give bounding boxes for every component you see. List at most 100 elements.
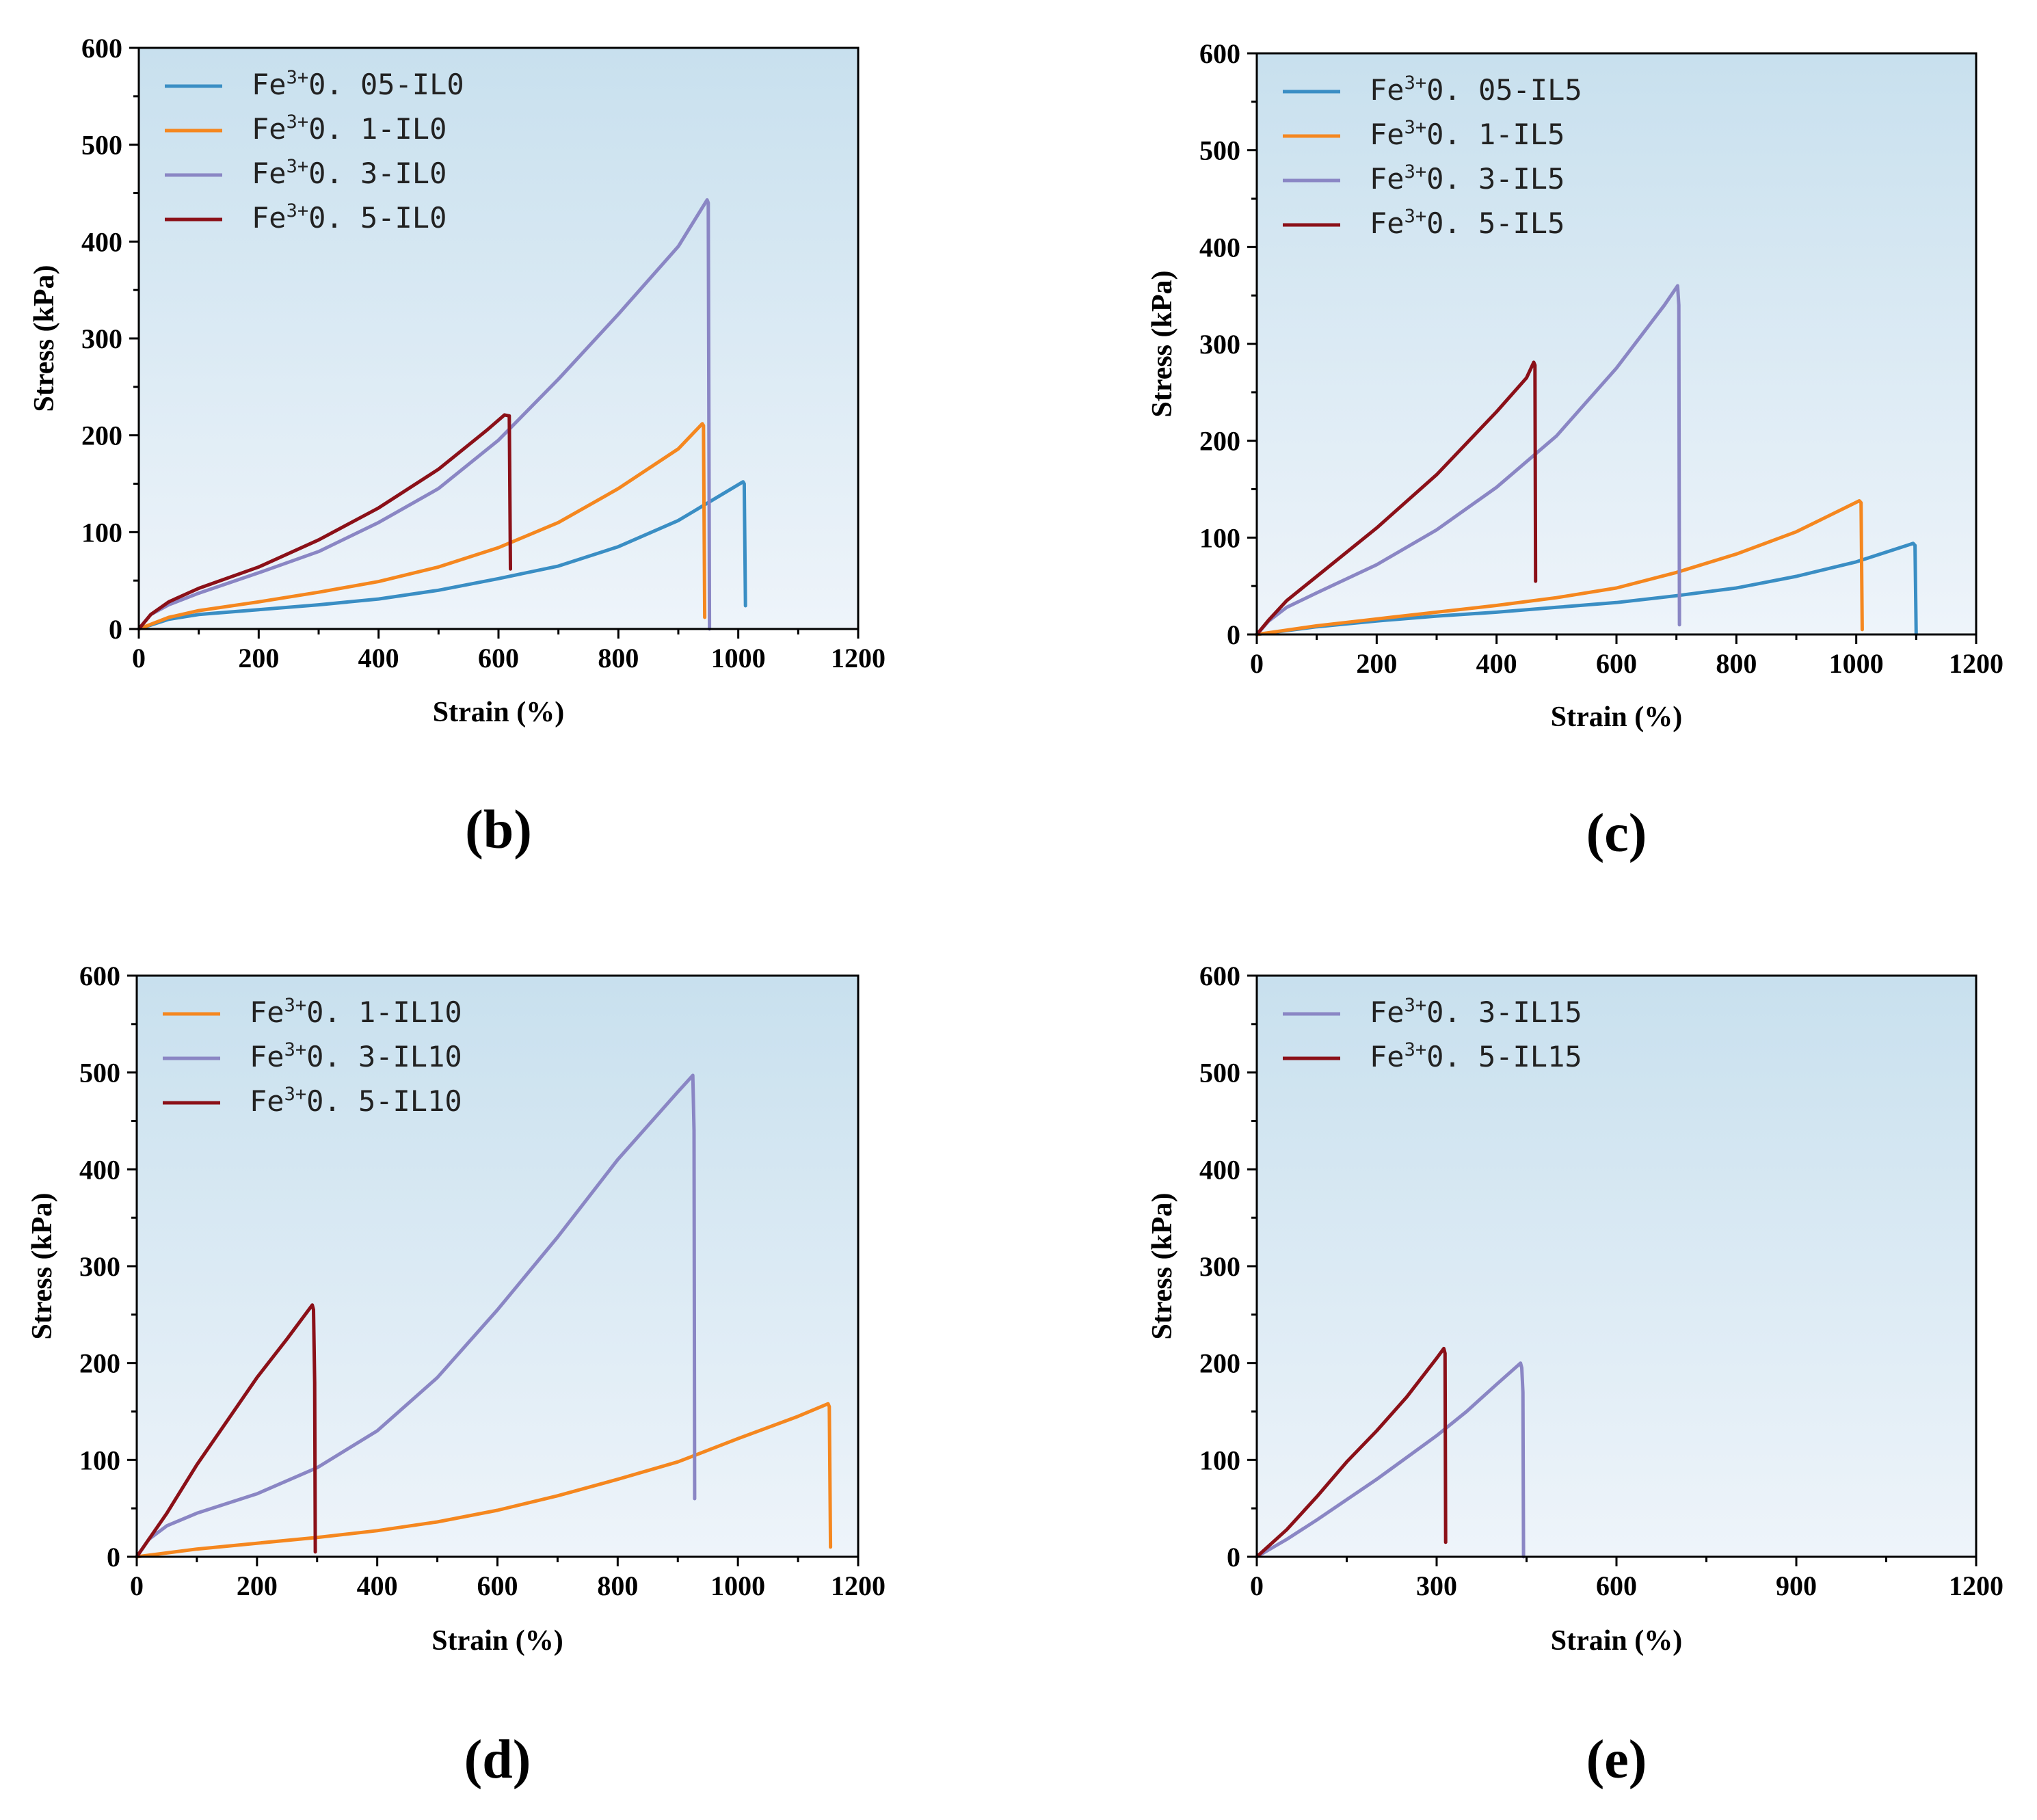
x-tick-label: 200 [237,1570,278,1601]
series-line [1255,360,1538,637]
legend-label: Fe3+0. 5-IL0 [252,200,447,235]
y-tick-label: 600 [79,961,120,991]
x-tick-label: 0 [130,1570,144,1601]
chart-panel-2: 0 200 400 600 800 1000 1200 0 100 200 300 400 500 600… [27,961,886,1790]
series-line [137,422,707,631]
series-line [1255,541,1918,637]
x-tick-label: 400 [1476,648,1517,679]
plot-background [1257,976,1976,1557]
legend-label: Fe3+0. 5-IL5 [1370,206,1565,240]
x-tick-label: 1200 [831,643,886,673]
chart-panel-3: 0 300 600 900 1200 0 100 200 300 400 500 600 Strain … [1147,961,2003,1790]
chart-panel-1: 0 200 400 600 800 1000 1200 0 100 200 300 400 500 600… [1147,38,2003,864]
legend-label: Fe3+0. 3-IL0 [252,156,447,190]
y-tick-label: 100 [81,517,122,548]
chart-panel-0: 0 200 400 600 800 1000 1200 0 100 200 300 400 500 600… [29,33,886,860]
x-tick-label: 200 [1356,648,1397,679]
x-tick-label: 600 [477,1570,518,1601]
y-tick-label: 0 [1227,1542,1240,1573]
series-line [137,198,712,631]
legend-label: Fe3+0. 05-IL0 [252,67,464,101]
y-tick-label: 600 [81,33,122,64]
legend: Fe3+0. 3-IL15 Fe3+0. 5-IL15 [1283,995,1582,1073]
y-tick-label: 300 [79,1251,120,1282]
x-tick-label: 0 [1250,1570,1264,1601]
legend: Fe3+0. 05-IL0 Fe3+0. 1-IL0 Fe3+0. 3-IL0 Fe3… [165,67,464,235]
y-tick-label: 300 [81,323,122,354]
y-tick-label: 400 [79,1154,120,1185]
x-tick-label: 1200 [1949,1570,2003,1601]
series-line [1255,1361,1526,1559]
series-line [1255,499,1864,637]
y-tick-label: 500 [79,1058,120,1088]
series-line [1255,1346,1448,1559]
x-tick-label: 600 [1596,648,1637,679]
legend-label: Fe3+0. 3-IL10 [250,1039,462,1073]
series-line [135,1303,317,1559]
x-tick-label: 600 [478,643,519,673]
y-tick-label: 0 [1227,619,1240,650]
y-axis-title: Stress (kPa) [29,265,60,412]
x-tick-label: 400 [358,643,399,673]
y-tick-label: 200 [1199,426,1240,457]
legend-label: Fe3+0. 1-IL5 [1370,117,1565,151]
panel-label: (c) [1586,803,1647,864]
y-tick-label: 400 [81,226,122,257]
y-axis-title: Stress (kPa) [1147,1192,1178,1339]
y-tick-label: 300 [1199,329,1240,360]
legend: Fe3+0. 05-IL5 Fe3+0. 1-IL5 Fe3+0. 3-IL5 Fe3… [1283,72,1582,240]
legend-label: Fe3+0. 05-IL5 [1370,72,1582,107]
y-tick-label: 500 [1199,1058,1240,1088]
x-tick-label: 900 [1776,1570,1817,1601]
x-tick-label: 1000 [711,643,766,673]
plot-background [137,976,858,1557]
y-tick-label: 100 [79,1445,120,1475]
y-tick-label: 600 [1199,961,1240,991]
series-line [135,1402,833,1559]
series-line [1255,284,1681,637]
x-axis-title: Strain (%) [1551,1625,1683,1657]
y-tick-label: 600 [1199,38,1240,69]
x-tick-label: 300 [1416,1570,1457,1601]
legend: Fe3+0. 1-IL10 Fe3+0. 3-IL10 Fe3+0. 5-IL10 [163,995,462,1118]
panel-label: (b) [465,800,532,860]
x-tick-label: 0 [132,643,146,673]
y-tick-label: 100 [1199,1445,1240,1475]
plot-background [1257,53,1976,634]
legend-label: Fe3+0. 1-IL0 [252,111,447,146]
x-tick-label: 400 [357,1570,398,1601]
x-axis-title: Strain (%) [431,1625,563,1657]
x-tick-label: 1200 [831,1570,886,1601]
series-line [135,1073,697,1559]
x-tick-label: 1000 [710,1570,765,1601]
y-tick-label: 100 [1199,522,1240,553]
x-axis-title: Strain (%) [1551,701,1683,733]
y-tick-label: 200 [1199,1348,1240,1379]
y-tick-label: 200 [81,420,122,451]
x-tick-label: 1200 [1949,648,2003,679]
legend-label: Fe3+0. 5-IL15 [1370,1039,1582,1073]
y-tick-label: 400 [1199,232,1240,263]
y-tick-label: 400 [1199,1154,1240,1185]
y-axis-title: Stress (kPa) [27,1192,58,1339]
legend-label: Fe3+0. 3-IL5 [1370,161,1565,196]
legend-label: Fe3+0. 5-IL10 [250,1084,462,1118]
x-tick-label: 200 [238,643,279,673]
panel-label: (d) [464,1730,531,1790]
y-tick-label: 0 [109,614,122,645]
y-tick-label: 200 [79,1348,120,1379]
series-line [137,413,512,631]
y-tick-label: 0 [107,1542,120,1573]
x-tick-label: 1000 [1829,648,1884,679]
x-tick-label: 800 [1716,648,1757,679]
x-axis-title: Strain (%) [433,697,565,728]
x-tick-label: 600 [1596,1570,1637,1601]
x-tick-label: 0 [1250,648,1264,679]
x-tick-label: 800 [598,643,639,673]
x-tick-label: 800 [597,1570,638,1601]
y-tick-label: 500 [81,130,122,161]
y-tick-label: 300 [1199,1251,1240,1282]
legend-label: Fe3+0. 3-IL15 [1370,995,1582,1029]
series-line [137,480,747,631]
